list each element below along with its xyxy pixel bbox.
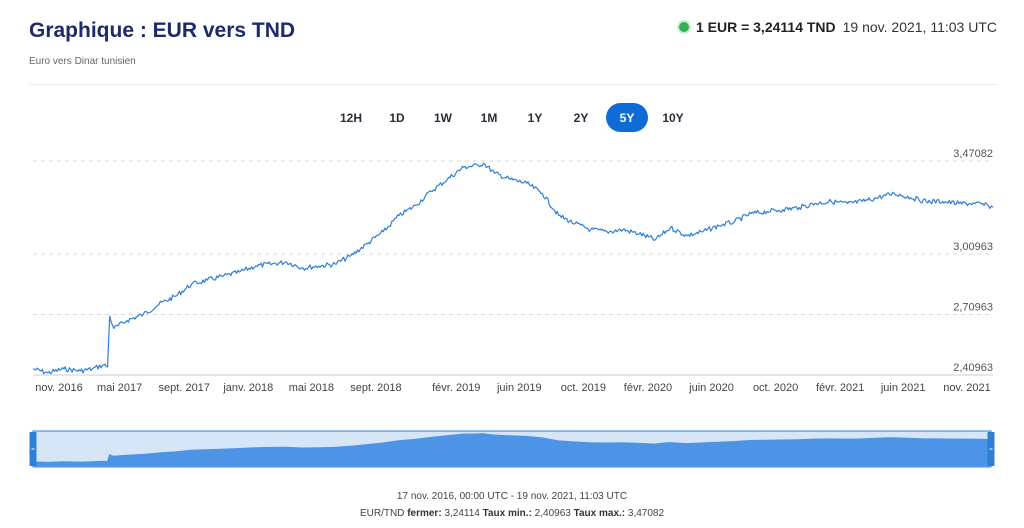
x-tick-label: nov. 2021: [943, 382, 991, 394]
range-button-5y[interactable]: 5Y: [606, 103, 648, 132]
x-tick-label: juin 2019: [496, 382, 542, 394]
x-tick-label: mai 2017: [97, 382, 142, 394]
x-tick-label: juin 2020: [688, 382, 734, 394]
range-button-1m[interactable]: 1M: [468, 103, 510, 132]
range-selector: 12H 1D 1W 1M 1Y 2Y 5Y 10Y: [0, 103, 1024, 132]
y-tick-label: 3,00963: [953, 241, 993, 253]
header-divider: [29, 84, 997, 85]
x-tick-label: juin 2021: [880, 382, 926, 394]
rate-timestamp: 19 nov. 2021, 11:03 UTC: [842, 19, 997, 35]
y-axis-tick-labels: 2,40963 2,70963 3,00963 3,47082: [953, 148, 993, 374]
x-tick-label: oct. 2020: [753, 382, 798, 394]
footer-min-value: 2,40963: [534, 508, 571, 519]
x-tick-label: sept. 2018: [350, 382, 401, 394]
footer-max-label: Taux max.:: [573, 508, 626, 519]
range-button-2y[interactable]: 2Y: [560, 103, 602, 132]
x-tick-label: févr. 2019: [432, 382, 480, 394]
footer-period: 17 nov. 2016, 00:00 UTC - 19 nov. 2021, …: [396, 491, 628, 502]
navigator-area: [32, 433, 992, 468]
range-button-1y[interactable]: 1Y: [514, 103, 556, 132]
page-title: Graphique : EUR vers TND: [29, 19, 296, 42]
x-tick-label: janv. 2018: [222, 382, 273, 394]
x-tick-label: oct. 2019: [561, 382, 606, 394]
chart-series: [32, 162, 994, 375]
rate-value: 1 EUR = 3,24114 TND: [695, 19, 836, 35]
range-button-1d[interactable]: 1D: [376, 103, 418, 132]
footer-close-value: 3,24114: [444, 508, 480, 519]
footer-pair: EUR/TND: [359, 508, 405, 519]
footer-close-label: fermer:: [407, 508, 442, 519]
y-tick-label: 2,40963: [953, 362, 993, 374]
page-subtitle: Euro vers Dinar tunisien: [29, 56, 136, 67]
footer-min-label: Taux min.:: [482, 508, 532, 519]
footer-max-value: 3,47082: [627, 508, 665, 519]
series-line-eur-tnd: [32, 162, 994, 375]
x-tick-label: sept. 2017: [159, 382, 210, 394]
x-tick-label: févr. 2021: [816, 382, 864, 394]
range-button-1w[interactable]: 1W: [422, 103, 464, 132]
range-button-10y[interactable]: 10Y: [652, 103, 694, 132]
live-status-dot-icon: [678, 22, 689, 32]
current-rate: 1 EUR = 3,24114 TND 19 nov. 2021, 11:03 …: [678, 19, 997, 35]
x-tick-label: nov. 2016: [35, 382, 83, 394]
range-button-12h[interactable]: 12H: [330, 103, 372, 132]
range-navigator: [29, 430, 995, 468]
x-tick-label: févr. 2020: [624, 382, 672, 394]
x-axis-tick-labels: nov. 2016 mai 2017 sept. 2017 janv. 2018 mai…: [35, 382, 991, 394]
chart-gridlines: [33, 160, 993, 316]
x-tick-label: mai 2018: [289, 382, 334, 394]
y-tick-label: 2,70963: [953, 302, 993, 314]
footer-stats: EUR/TND fermer: 3,24114 Taux min.: 2,409…: [0, 508, 1024, 519]
y-tick-label: 3,47082: [953, 148, 993, 160]
